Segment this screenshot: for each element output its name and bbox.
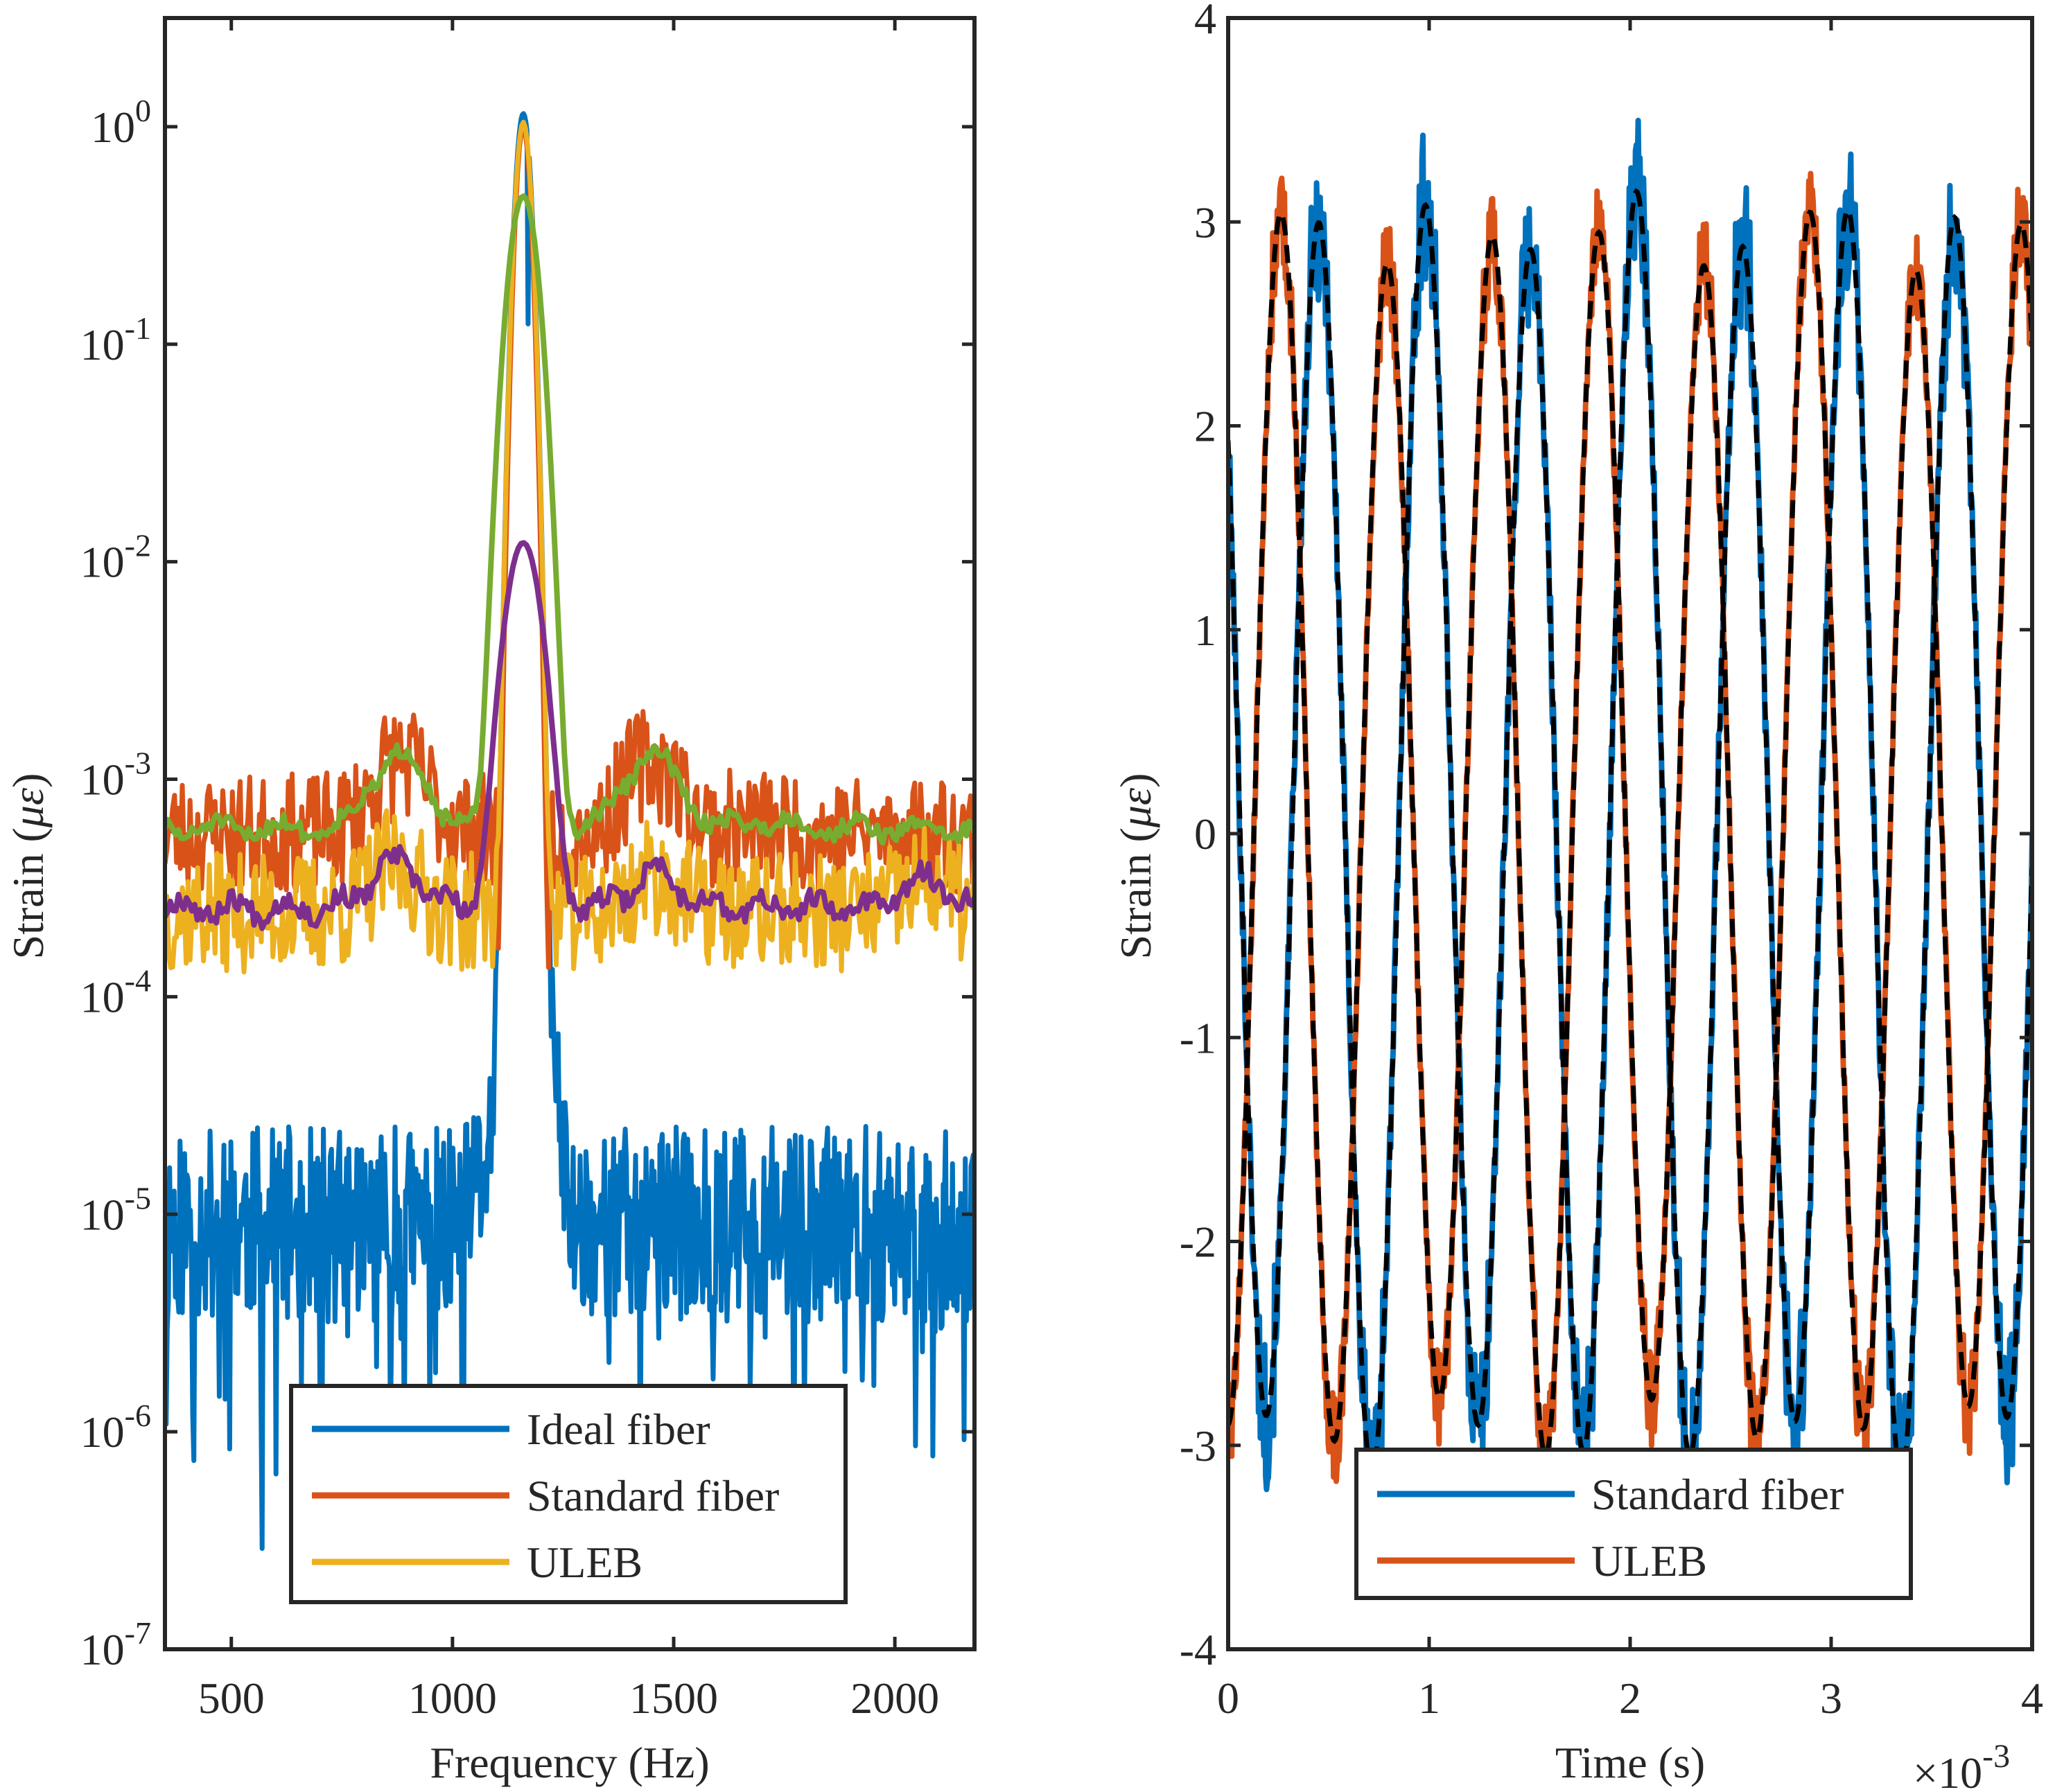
time-xtick-label: 4 — [2021, 1674, 2043, 1723]
spectrum-ytick-label: 10-6 — [80, 1398, 151, 1457]
time-legend: Standard fiber ULEB — [1354, 1448, 1913, 1600]
series-reference-uleb — [1228, 209, 2032, 1459]
time-legend-box — [1354, 1448, 1913, 1600]
series-uleb-smoothed — [165, 540, 974, 931]
time-xtick-label: 3 — [1820, 1674, 1842, 1723]
legend-label-standard-fiber-time: Standard fiber — [1591, 1470, 1844, 1519]
time-xtick-label: 2 — [1619, 1674, 1641, 1723]
time-xtick-label: 0 — [1217, 1674, 1239, 1723]
time-ytick-label: 0 — [1194, 809, 1216, 859]
time-xlabel: Time (s) — [1555, 1738, 1705, 1787]
time-ytick-label: -1 — [1180, 1013, 1216, 1062]
spectrum-xtick-label: 1500 — [629, 1674, 718, 1723]
time-ytick-label: 4 — [1194, 0, 1216, 43]
series-ideal-fiber — [165, 111, 974, 1552]
spectrum-axes-frame — [163, 16, 977, 1651]
spectrum-xlabel: Frequency (Hz) — [430, 1738, 709, 1787]
time-ytick-label: 1 — [1194, 606, 1216, 655]
legend-label-standard-fiber: Standard fiber — [527, 1471, 779, 1520]
spectrum-ytick-label: 10-7 — [80, 1615, 151, 1674]
spectrum-ytick-label: 10-4 — [80, 963, 151, 1021]
spectrum-xtick-label: 500 — [198, 1674, 265, 1723]
legend-label-ideal-fiber: Ideal fiber — [527, 1405, 710, 1454]
time-xlabel-text: Time (s) — [1555, 1738, 1705, 1787]
series-uleb-time — [1228, 170, 2032, 1500]
time-ticks: 0 1 2 3 4 4 3 2 1 0 -1 -2 -3 -4 — [1180, 0, 2043, 1723]
spectrum-ytick-label: 10-2 — [80, 528, 151, 587]
spectrum-series-layer — [165, 111, 974, 1552]
time-ylabel: Strain (με) — [1111, 773, 1160, 960]
time-ytick-label: 2 — [1194, 402, 1216, 451]
series-uleb — [165, 119, 974, 975]
spectrum-ticks: 500 1000 1500 2000 100 10-1 10-2 10-3 10-4 10-5 10… — [80, 18, 974, 1723]
spectrum-ytick-label: 10-5 — [80, 1180, 151, 1239]
series-standard-fiber-smoothed — [165, 193, 974, 846]
spectrum-ytick-label: 10-1 — [80, 310, 151, 369]
time-chart: 0 1 2 3 4 4 3 2 1 0 -1 -2 -3 -4 Time (s) ×10-3 Strain… — [1111, 0, 2043, 1792]
legend-label-uleb-time: ULEB — [1591, 1536, 1707, 1585]
spectrum-xlabel-text: Frequency (Hz) — [430, 1738, 709, 1787]
time-ytick-label: -4 — [1180, 1625, 1216, 1674]
time-series-layer — [1228, 117, 2032, 1536]
spectrum-chart: 500 1000 1500 2000 100 10-1 10-2 10-3 10-4 10-5 10… — [3, 16, 977, 1787]
legend-label-uleb: ULEB — [527, 1538, 642, 1587]
time-ytick-label: 3 — [1194, 197, 1216, 247]
spectrum-ylabel: Strain (με) — [3, 773, 53, 960]
spectrum-legend: Ideal fiber Standard fiber ULEB — [289, 1384, 848, 1604]
time-ytick-label: -2 — [1180, 1218, 1216, 1267]
time-x-multiplier: ×10-3 — [1913, 1738, 2010, 1792]
spectrum-ytick-label: 100 — [91, 93, 151, 152]
time-xtick-label: 1 — [1418, 1674, 1440, 1723]
spectrum-xtick-label: 1000 — [408, 1674, 497, 1723]
spectrum-ytick-label: 10-3 — [80, 746, 151, 805]
series-standard-fiber — [165, 124, 974, 970]
time-ytick-label: -3 — [1180, 1421, 1216, 1470]
spectrum-xtick-label: 2000 — [850, 1674, 939, 1723]
